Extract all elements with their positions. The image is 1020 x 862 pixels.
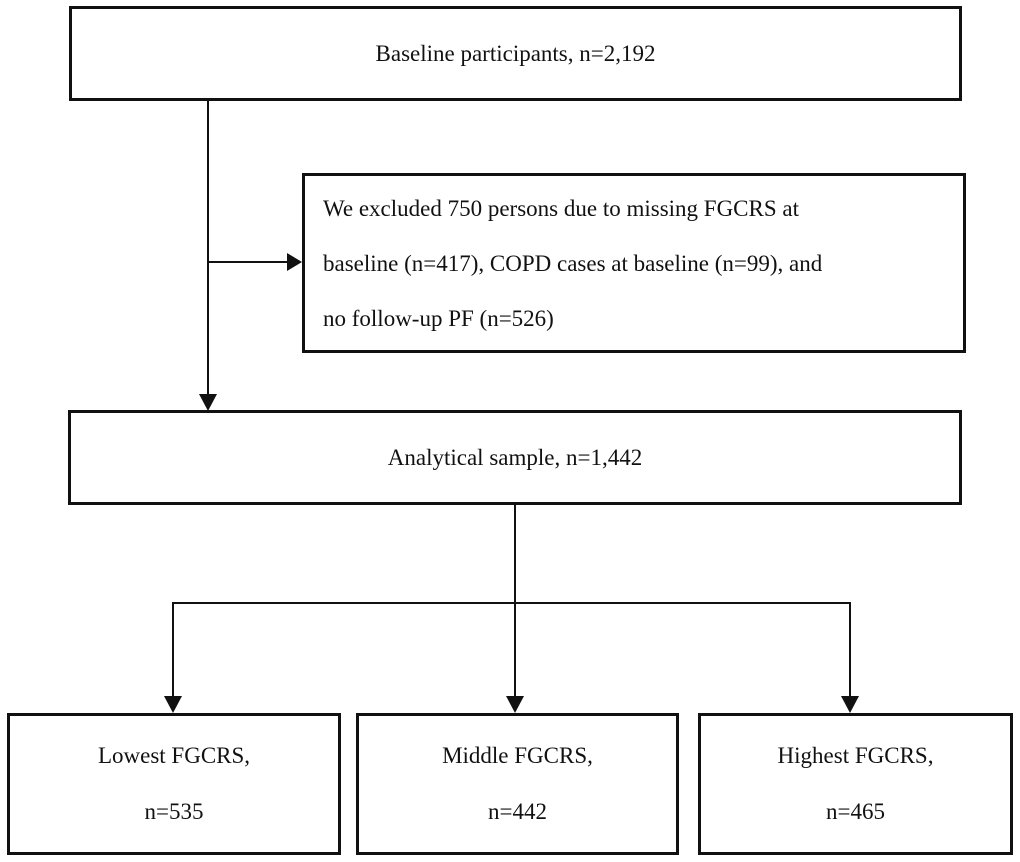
middle-fgcrs-count: n=442 xyxy=(488,799,547,824)
arrowhead-right-exclusion xyxy=(287,253,302,271)
connector-split-to-lowest xyxy=(172,602,174,697)
connector-split-horizontal xyxy=(172,602,851,604)
lowest-fgcrs-label: Lowest FGCRS, xyxy=(97,743,251,769)
exclusion-text-line-2: baseline (n=417), COPD cases at baseline… xyxy=(323,250,823,276)
analytical-sample-label: Analytical sample, n=1,442 xyxy=(387,444,643,470)
arrowhead-down-lowest xyxy=(164,696,182,713)
arrowhead-down-analytical xyxy=(199,394,217,411)
arrowhead-down-middle xyxy=(506,696,524,713)
highest-fgcrs-label: Highest FGCRS, xyxy=(777,743,934,769)
connector-analytical-to-middle xyxy=(514,505,516,697)
lowest-fgcrs-box: Lowest FGCRS, n=535 xyxy=(7,713,341,855)
connector-baseline-to-analytical xyxy=(207,100,209,395)
highest-fgcrs-box: Highest FGCRS, n=465 xyxy=(698,713,1013,855)
arrowhead-down-highest xyxy=(841,696,859,713)
lowest-fgcrs-count: n=535 xyxy=(144,799,204,824)
middle-fgcrs-box: Middle FGCRS, n=442 xyxy=(356,713,679,855)
exclusion-text-line-1: We excluded 750 persons due to missing F… xyxy=(323,195,800,221)
connector-branch-exclusion xyxy=(208,261,288,263)
analytical-sample-box: Analytical sample, n=1,442 xyxy=(68,410,962,505)
baseline-participants-label: Baseline participants, n=2,192 xyxy=(375,40,656,66)
exclusion-box: We excluded 750 persons due to missing F… xyxy=(302,173,966,353)
middle-fgcrs-label: Middle FGCRS, xyxy=(442,743,593,769)
connector-split-to-highest xyxy=(849,602,851,697)
highest-fgcrs-count: n=465 xyxy=(826,799,885,824)
exclusion-text-line-3: no follow-up PF (n=526) xyxy=(323,305,554,331)
baseline-participants-box: Baseline participants, n=2,192 xyxy=(69,6,962,101)
